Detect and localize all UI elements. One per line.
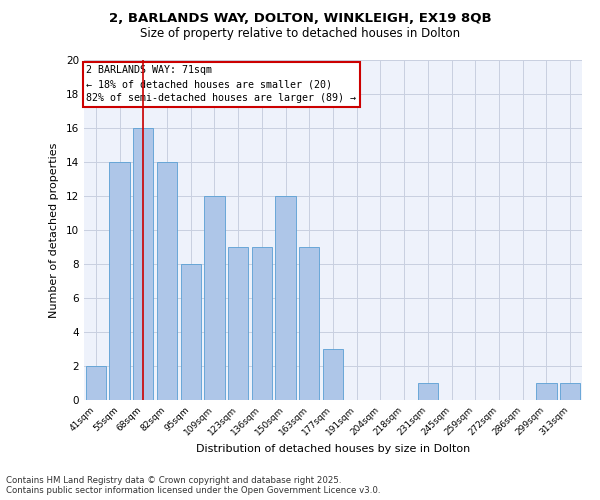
Bar <box>323 349 343 400</box>
Text: 2, BARLANDS WAY, DOLTON, WINKLEIGH, EX19 8QB: 2, BARLANDS WAY, DOLTON, WINKLEIGH, EX19… <box>109 12 491 26</box>
Bar <box>86 366 106 400</box>
Text: Contains HM Land Registry data © Crown copyright and database right 2025.
Contai: Contains HM Land Registry data © Crown c… <box>6 476 380 495</box>
Text: Size of property relative to detached houses in Dolton: Size of property relative to detached ho… <box>140 28 460 40</box>
Bar <box>536 383 557 400</box>
Bar <box>252 247 272 400</box>
Bar <box>181 264 201 400</box>
Text: 2 BARLANDS WAY: 71sqm
← 18% of detached houses are smaller (20)
82% of semi-deta: 2 BARLANDS WAY: 71sqm ← 18% of detached … <box>86 65 356 103</box>
X-axis label: Distribution of detached houses by size in Dolton: Distribution of detached houses by size … <box>196 444 470 454</box>
Bar <box>275 196 296 400</box>
Y-axis label: Number of detached properties: Number of detached properties <box>49 142 59 318</box>
Bar <box>299 247 319 400</box>
Bar <box>133 128 154 400</box>
Bar <box>109 162 130 400</box>
Bar <box>157 162 177 400</box>
Bar <box>418 383 438 400</box>
Bar <box>205 196 224 400</box>
Bar <box>228 247 248 400</box>
Bar <box>560 383 580 400</box>
